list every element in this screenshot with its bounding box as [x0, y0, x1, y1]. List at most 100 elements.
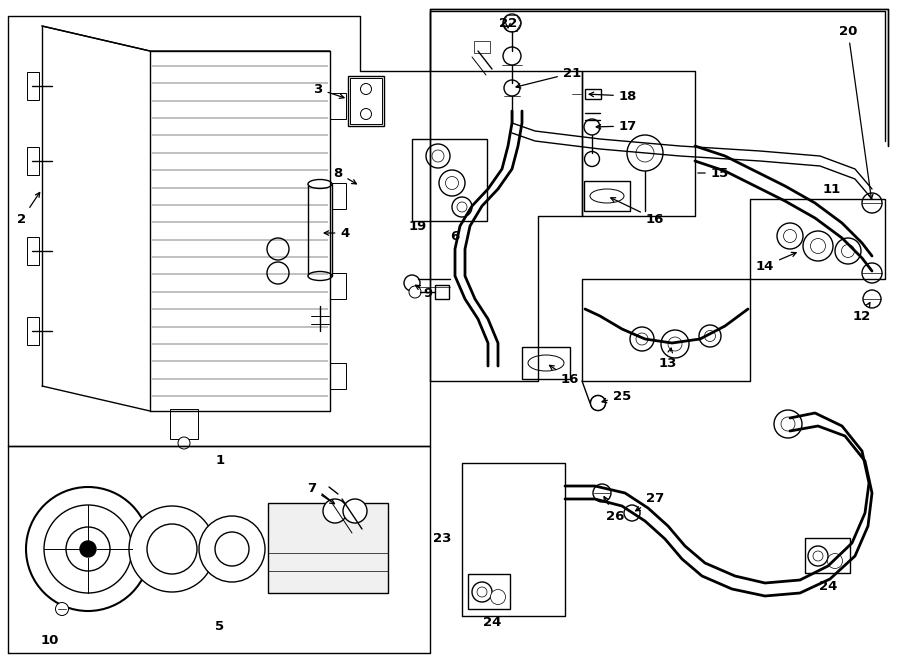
Text: 5: 5: [215, 619, 225, 633]
Circle shape: [777, 223, 803, 249]
Text: 22: 22: [499, 17, 517, 30]
Circle shape: [627, 135, 663, 171]
Text: 25: 25: [602, 389, 631, 403]
Ellipse shape: [308, 180, 332, 188]
Circle shape: [215, 532, 249, 566]
Circle shape: [323, 499, 347, 523]
Bar: [27, 237, 39, 265]
Circle shape: [404, 275, 420, 291]
Text: 16: 16: [611, 198, 664, 225]
Circle shape: [827, 553, 842, 568]
Circle shape: [661, 330, 689, 358]
Bar: [27, 147, 39, 175]
Circle shape: [813, 551, 823, 561]
Text: 2: 2: [17, 192, 40, 225]
Ellipse shape: [590, 189, 624, 203]
Circle shape: [66, 527, 110, 571]
Bar: [522, 347, 570, 379]
Circle shape: [636, 144, 654, 162]
Circle shape: [503, 47, 521, 65]
Bar: [27, 72, 39, 100]
Circle shape: [842, 245, 854, 258]
Text: 4: 4: [324, 227, 349, 239]
Bar: [805, 538, 850, 573]
Text: 3: 3: [313, 83, 344, 98]
Circle shape: [80, 541, 96, 557]
Text: 13: 13: [659, 348, 677, 369]
Circle shape: [491, 590, 506, 605]
Circle shape: [267, 238, 289, 260]
Bar: [584, 181, 630, 211]
Circle shape: [439, 170, 465, 196]
Bar: [435, 285, 449, 299]
Circle shape: [26, 487, 150, 611]
Circle shape: [590, 395, 606, 410]
Text: 24: 24: [819, 580, 837, 592]
Text: 26: 26: [604, 496, 625, 522]
Text: 11: 11: [823, 182, 842, 196]
Circle shape: [808, 546, 828, 566]
Text: 10: 10: [40, 635, 59, 648]
Circle shape: [178, 437, 190, 449]
Circle shape: [477, 587, 487, 597]
Text: 12: 12: [853, 303, 871, 323]
Circle shape: [452, 197, 472, 217]
Text: 21: 21: [516, 67, 581, 88]
Circle shape: [863, 290, 881, 308]
Ellipse shape: [308, 272, 332, 280]
Bar: [348, 76, 384, 126]
Text: 7: 7: [308, 483, 335, 504]
Circle shape: [781, 417, 795, 431]
Bar: [585, 89, 601, 99]
Circle shape: [630, 327, 654, 351]
Bar: [412, 139, 487, 221]
Circle shape: [457, 202, 467, 212]
Circle shape: [409, 286, 421, 298]
Bar: [468, 574, 510, 609]
Bar: [330, 363, 346, 389]
Text: 1: 1: [215, 455, 225, 467]
Circle shape: [446, 176, 458, 190]
Bar: [170, 409, 198, 439]
Circle shape: [584, 119, 600, 135]
Circle shape: [56, 602, 68, 615]
Text: 16: 16: [550, 366, 580, 385]
Circle shape: [668, 337, 682, 351]
Circle shape: [811, 239, 825, 254]
Text: 24: 24: [482, 617, 501, 629]
Text: 19: 19: [409, 219, 428, 233]
Circle shape: [705, 330, 716, 342]
Circle shape: [590, 395, 606, 410]
Text: 17: 17: [596, 120, 637, 132]
Circle shape: [472, 582, 492, 602]
Circle shape: [803, 231, 833, 261]
Circle shape: [862, 263, 882, 283]
Circle shape: [835, 238, 861, 264]
Circle shape: [503, 14, 521, 32]
Circle shape: [432, 150, 444, 162]
Bar: [350, 78, 382, 124]
Bar: [308, 184, 332, 276]
Circle shape: [44, 505, 132, 593]
Text: 27: 27: [635, 492, 664, 511]
Circle shape: [267, 262, 289, 284]
Text: 8: 8: [333, 167, 356, 184]
Bar: [330, 183, 346, 209]
Circle shape: [699, 325, 721, 347]
Text: 14: 14: [756, 253, 796, 272]
Circle shape: [584, 151, 599, 167]
Circle shape: [593, 484, 611, 502]
Circle shape: [147, 524, 197, 574]
Circle shape: [862, 193, 882, 213]
Bar: [330, 93, 346, 119]
Text: 15: 15: [711, 167, 729, 180]
Circle shape: [774, 410, 802, 438]
Circle shape: [636, 333, 648, 345]
Circle shape: [624, 505, 640, 521]
Bar: [268, 503, 388, 593]
Circle shape: [361, 108, 372, 120]
Text: 23: 23: [433, 533, 451, 545]
Circle shape: [129, 506, 215, 592]
Circle shape: [426, 144, 450, 168]
Text: 20: 20: [839, 24, 873, 199]
